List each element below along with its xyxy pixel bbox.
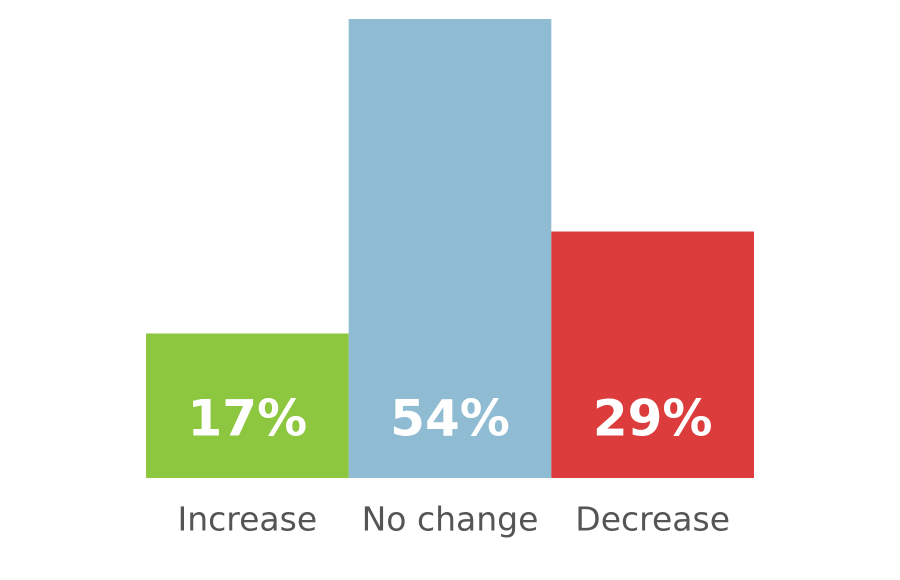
value-label: 29%: [593, 390, 713, 448]
value-label: 17%: [187, 390, 307, 448]
category-label: Increase: [178, 500, 318, 539]
category-label: No change: [362, 500, 539, 539]
bar: [551, 231, 754, 478]
value-label: 54%: [390, 390, 510, 448]
category-label: Decrease: [575, 500, 730, 539]
bar: [146, 333, 349, 478]
bar: [348, 19, 552, 478]
